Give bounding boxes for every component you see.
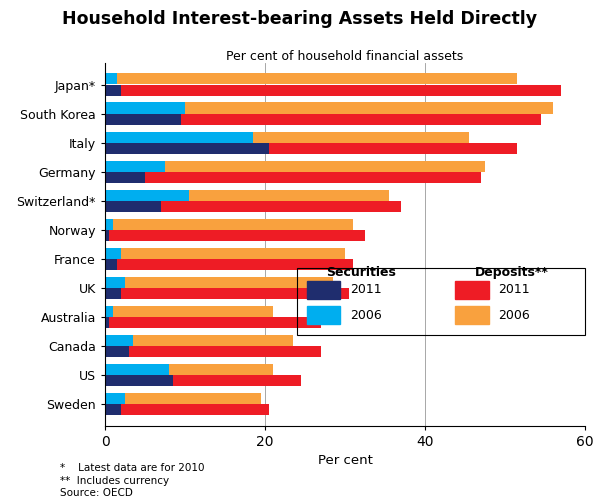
Bar <box>105 201 161 212</box>
Text: Household Interest-bearing Assets Held Directly: Household Interest-bearing Assets Held D… <box>62 10 538 28</box>
Bar <box>105 306 113 317</box>
Text: Deposits**: Deposits** <box>475 266 548 279</box>
Bar <box>105 393 125 404</box>
Bar <box>185 102 553 113</box>
Bar <box>105 219 113 230</box>
Bar <box>105 143 269 154</box>
Bar <box>169 364 273 375</box>
Bar <box>121 247 345 259</box>
Bar <box>105 172 145 183</box>
Bar <box>105 259 117 270</box>
Bar <box>269 143 517 154</box>
Text: **  Includes currency: ** Includes currency <box>60 476 169 486</box>
Bar <box>105 190 189 201</box>
Text: *    Latest data are for 2010: * Latest data are for 2010 <box>60 463 205 473</box>
Bar <box>145 172 481 183</box>
Bar <box>105 404 121 415</box>
Text: 2011: 2011 <box>350 283 382 296</box>
Bar <box>113 306 273 317</box>
Text: Securities: Securities <box>326 266 395 279</box>
Text: Source: OECD: Source: OECD <box>60 488 133 498</box>
Bar <box>105 102 185 113</box>
Bar <box>125 277 333 288</box>
Bar <box>105 335 133 346</box>
Bar <box>121 288 349 299</box>
Bar <box>117 74 517 85</box>
Bar <box>105 161 165 171</box>
Bar <box>109 230 365 241</box>
Text: 2011: 2011 <box>499 283 530 296</box>
Bar <box>165 161 485 171</box>
Bar <box>117 259 353 270</box>
FancyBboxPatch shape <box>307 306 340 324</box>
Bar <box>181 114 541 125</box>
Bar <box>105 277 125 288</box>
Bar <box>105 247 121 259</box>
Bar <box>105 114 181 125</box>
Text: 2006: 2006 <box>350 309 382 322</box>
Bar <box>105 85 121 96</box>
FancyBboxPatch shape <box>455 306 489 324</box>
Bar <box>105 132 253 143</box>
Bar <box>129 346 321 357</box>
Bar <box>105 230 109 241</box>
Bar <box>125 393 261 404</box>
Bar <box>189 190 389 201</box>
Bar <box>133 335 293 346</box>
FancyBboxPatch shape <box>307 281 340 299</box>
Bar <box>105 74 117 85</box>
FancyBboxPatch shape <box>455 281 489 299</box>
Bar <box>121 404 269 415</box>
Bar <box>173 375 301 387</box>
Bar <box>105 318 109 328</box>
Title: Per cent of household financial assets: Per cent of household financial assets <box>226 50 464 63</box>
Bar <box>121 85 561 96</box>
Bar <box>105 364 169 375</box>
X-axis label: Per cent: Per cent <box>317 455 373 468</box>
Bar <box>109 318 321 328</box>
Bar <box>105 375 173 387</box>
Bar <box>105 288 121 299</box>
Bar <box>253 132 469 143</box>
Bar <box>105 346 129 357</box>
Text: 2006: 2006 <box>499 309 530 322</box>
Bar <box>161 201 401 212</box>
Bar <box>113 219 353 230</box>
